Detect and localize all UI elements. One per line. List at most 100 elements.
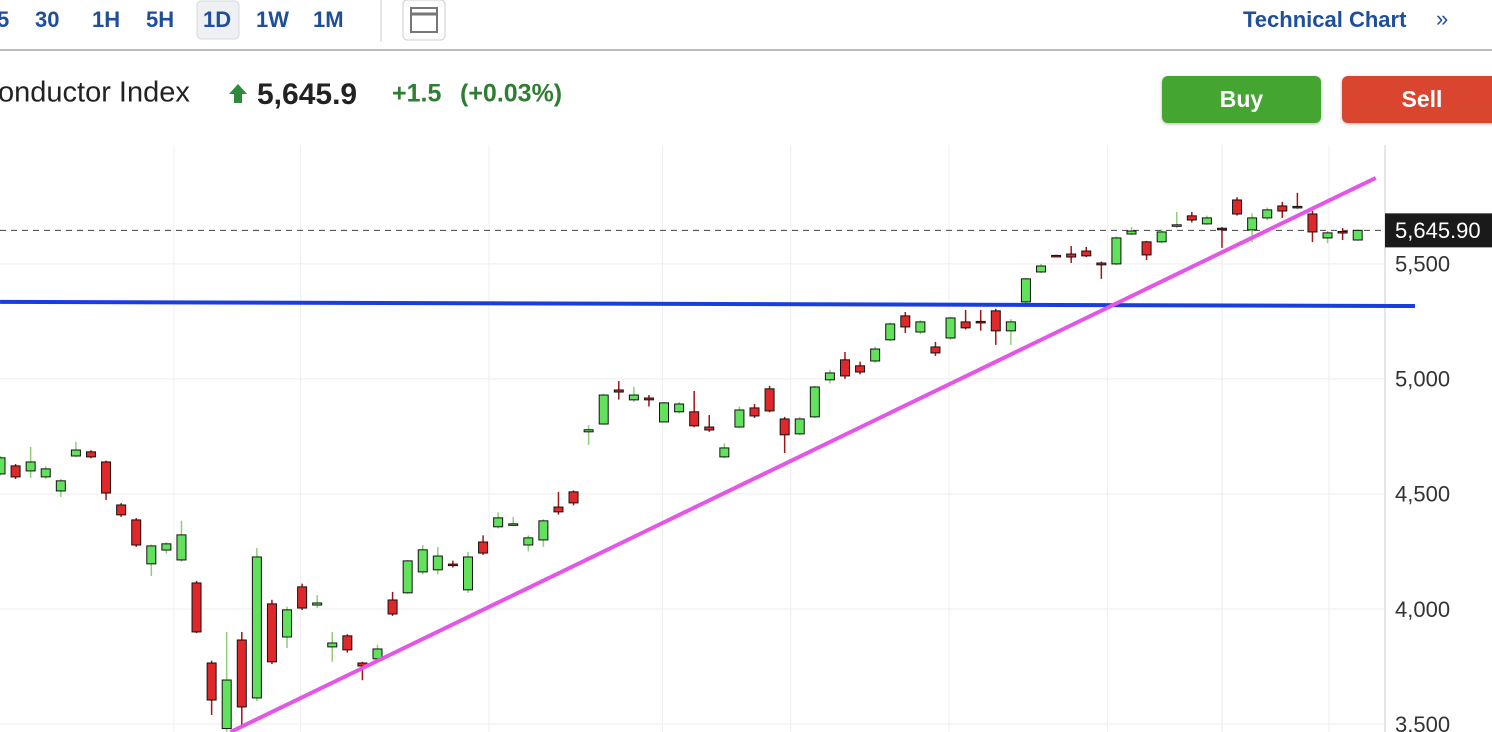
candle-body	[312, 602, 323, 606]
candle-body	[749, 407, 760, 417]
candle-body	[523, 537, 534, 546]
candle-body	[402, 560, 413, 594]
candle-body	[764, 388, 775, 412]
candle-body	[734, 409, 745, 428]
candle-body	[643, 397, 654, 401]
candle-body	[779, 418, 790, 436]
support-line	[0, 299, 1416, 309]
layout-icon	[410, 7, 438, 33]
candle-body	[70, 449, 81, 457]
candle-body	[1186, 215, 1197, 221]
candle-body	[493, 517, 504, 528]
candle-body	[990, 310, 1001, 332]
candle-body	[1292, 205, 1303, 209]
price: 5,645.9	[257, 78, 357, 111]
candle-body	[719, 447, 730, 458]
active-interval	[196, 0, 240, 40]
candle-body	[930, 346, 941, 354]
candle-body	[900, 315, 911, 328]
candle-body	[538, 520, 549, 541]
candle-body	[1036, 265, 1047, 273]
candle-body	[1081, 250, 1092, 257]
candle-body	[176, 534, 187, 561]
candle-body	[221, 679, 232, 730]
plot	[0, 145, 1385, 732]
interval[interactable]: 1M	[313, 7, 344, 32]
candle-body	[282, 609, 293, 638]
technical-chart-link[interactable]: Technical Chart	[1243, 7, 1407, 32]
candle-body	[1126, 230, 1137, 235]
candle-body	[1262, 209, 1273, 219]
candle-body	[462, 556, 473, 591]
candle-body	[85, 451, 96, 458]
candle-body	[297, 586, 308, 609]
interval[interactable]: 5H	[146, 7, 174, 32]
candle-body	[0, 457, 6, 475]
change: +1.5	[392, 80, 441, 108]
candle-body	[131, 519, 142, 546]
candle-body	[809, 386, 820, 418]
y-tick-label: 4,500	[1395, 482, 1450, 507]
candle-body	[1307, 213, 1318, 233]
candle-body	[960, 321, 971, 329]
candle-body	[1322, 232, 1333, 239]
y-tick-label: 5,000	[1395, 367, 1450, 392]
trendline	[229, 176, 1377, 732]
interval[interactable]: 30	[35, 7, 59, 32]
y-tick-label: 5,500	[1395, 252, 1450, 277]
candle-body	[236, 639, 247, 708]
candle-body	[1020, 278, 1031, 303]
candle-body	[1247, 217, 1258, 231]
candle-body	[1216, 227, 1227, 231]
candle-body	[327, 642, 338, 648]
candle-body	[342, 635, 353, 651]
link-arrow: »	[1436, 6, 1448, 31]
candle-body	[1096, 262, 1107, 266]
layout-button[interactable]	[402, 0, 446, 41]
candle-body	[432, 555, 443, 571]
candle-body	[1111, 237, 1122, 265]
candle-body	[146, 545, 157, 565]
candle-body	[447, 563, 458, 567]
candle-body	[251, 556, 262, 699]
candle-body	[101, 461, 112, 494]
price-tag	[1385, 213, 1492, 248]
candle-body	[628, 394, 639, 401]
candle-body	[839, 359, 850, 377]
candle-body	[508, 523, 519, 526]
candle-body	[674, 403, 685, 413]
sell-button[interactable]: Sell	[1342, 76, 1492, 123]
candle-body	[553, 506, 564, 513]
candle-body	[975, 320, 986, 324]
interval[interactable]: 1H	[92, 7, 120, 32]
candle-body	[1232, 199, 1243, 215]
interval[interactable]: 5	[0, 7, 9, 32]
candle-body	[870, 348, 881, 362]
candle-body	[417, 549, 428, 573]
candle-body	[855, 365, 866, 373]
candle-body	[266, 603, 277, 663]
candle-body	[689, 411, 700, 427]
candle-body	[568, 491, 579, 504]
change-pct: (+0.03%)	[460, 80, 562, 108]
candle-body	[25, 461, 36, 472]
candle-body	[885, 323, 896, 341]
candle-body	[659, 402, 670, 423]
interval[interactable]: 1W	[256, 7, 289, 32]
interval[interactable]: 1D	[203, 7, 231, 32]
candle-body	[1066, 253, 1077, 258]
y-tick-label: 3,500	[1395, 712, 1450, 732]
candle-body	[1171, 224, 1182, 227]
candle-body	[161, 543, 172, 551]
candle-body	[915, 321, 926, 333]
candle-body	[1141, 241, 1152, 256]
buy-button[interactable]: Buy	[1162, 76, 1321, 123]
candle-body	[598, 394, 609, 425]
candle-body	[478, 541, 489, 554]
candle-body	[613, 389, 624, 393]
candle-body	[794, 418, 805, 435]
price-tag-label: 5,645.90	[1395, 218, 1481, 243]
candle-body	[1051, 254, 1062, 258]
